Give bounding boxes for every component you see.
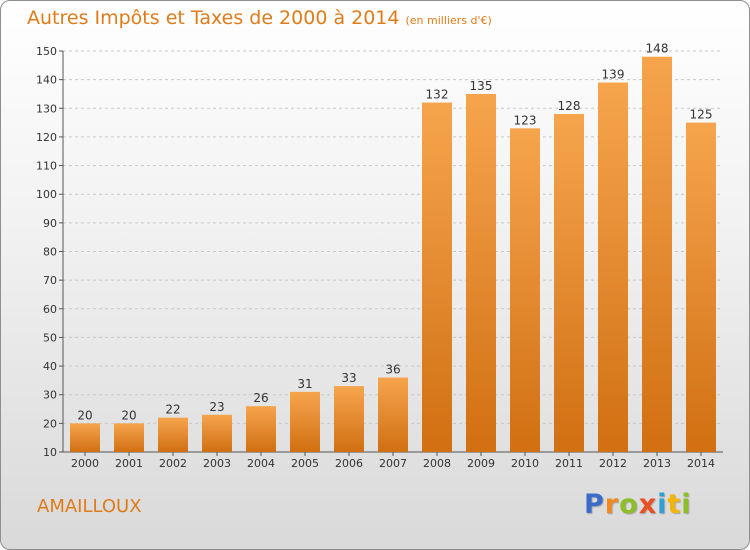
data-label-2012: 139 — [602, 68, 625, 82]
x-tick-label-2006: 2006 — [335, 457, 363, 470]
bar-2001 — [114, 423, 144, 452]
y-tick-label: 120 — [36, 131, 57, 144]
chart-subtitle: (en milliers d'€) — [405, 14, 492, 27]
y-tick-label: 30 — [43, 389, 57, 402]
bar-2014 — [686, 122, 716, 452]
bar-2013 — [642, 56, 672, 452]
logo-letter: i — [657, 489, 668, 520]
y-tick-label: 40 — [43, 360, 57, 373]
data-label-2003: 23 — [209, 400, 224, 414]
bar-2005 — [290, 391, 320, 452]
y-tick-label: 110 — [36, 160, 57, 173]
y-tick-label: 20 — [43, 417, 57, 430]
data-label-2013: 148 — [646, 42, 669, 56]
y-tick-label: 100 — [36, 188, 57, 201]
commune-name: AMAILLOUX — [37, 496, 142, 517]
y-tick-label: 80 — [43, 246, 57, 259]
logo-letter: o — [619, 489, 639, 520]
data-label-2007: 36 — [385, 363, 400, 377]
chart-title-text: Autres Impôts et Taxes de 2000 à 2014 — [27, 7, 400, 29]
data-label-2006: 33 — [341, 371, 356, 385]
proxiti-logo: Proxiti — [584, 489, 692, 520]
bar-2002 — [158, 417, 188, 452]
bar-2012 — [598, 82, 628, 452]
y-tick-label: 10 — [43, 446, 57, 459]
x-tick-labels: 2000 2001 2002 2003 2004 2005 2006 2007 2008 2009… — [71, 457, 715, 470]
chart-title: Autres Impôts et Taxes de 2000 à 2014 (en… — [27, 7, 492, 29]
data-label-2000: 20 — [77, 408, 92, 422]
logo-letter: r — [604, 489, 620, 520]
bar-2011 — [554, 114, 584, 452]
y-tick-label: 50 — [43, 331, 57, 344]
x-tick-label-2013: 2013 — [643, 457, 671, 470]
bar-2007 — [378, 377, 408, 452]
data-labels: 20 20 22 23 26 31 33 36 132 135 123 128 139 148 125 — [77, 42, 712, 423]
x-tick-label-2011: 2011 — [555, 457, 583, 470]
x-tick-label-2000: 2000 — [71, 457, 99, 470]
logo-letter: P — [584, 489, 605, 520]
x-tick-label-2009: 2009 — [467, 457, 495, 470]
x-tick-label-2004: 2004 — [247, 457, 275, 470]
bar-2003 — [202, 414, 232, 452]
x-tick-label-2005: 2005 — [291, 457, 319, 470]
bar-2004 — [246, 406, 276, 452]
x-tick-label-2007: 2007 — [379, 457, 407, 470]
x-tick-label-2012: 2012 — [599, 457, 627, 470]
bar-2008 — [422, 102, 452, 453]
data-label-2004: 26 — [253, 391, 268, 405]
data-label-2005: 31 — [297, 377, 312, 391]
y-tick-label: 90 — [43, 217, 57, 230]
data-label-2002: 22 — [165, 403, 180, 417]
bar-2009 — [466, 93, 496, 452]
data-label-2014: 125 — [690, 108, 713, 122]
data-label-2001: 20 — [121, 408, 136, 422]
logo-letter: x — [638, 489, 658, 520]
y-tick-labels: 10 20 30 40 50 60 70 80 90 100 110 120 130 140 150 — [36, 45, 57, 459]
x-tick-label-2001: 2001 — [115, 457, 143, 470]
bars — [70, 56, 716, 453]
y-tick-label: 60 — [43, 303, 57, 316]
x-tick-label-2002: 2002 — [159, 457, 187, 470]
data-label-2011: 128 — [558, 99, 581, 113]
y-tick-label: 130 — [36, 102, 57, 115]
bar-2006 — [334, 386, 364, 452]
y-tick-label: 140 — [36, 74, 57, 87]
bar-2010 — [510, 128, 540, 452]
x-tick-label-2008: 2008 — [423, 457, 451, 470]
data-label-2010: 123 — [514, 113, 537, 127]
logo-letter: t — [667, 489, 682, 520]
y-tick-label: 70 — [43, 274, 57, 287]
data-label-2009: 135 — [470, 79, 493, 93]
x-tick-label-2003: 2003 — [203, 457, 231, 470]
x-tick-label-2014: 2014 — [687, 457, 715, 470]
data-label-2008: 132 — [426, 88, 449, 102]
y-tick-label: 150 — [36, 45, 57, 58]
logo-letter: i — [681, 489, 692, 520]
bar-2000 — [70, 423, 100, 452]
x-tick-label-2010: 2010 — [511, 457, 539, 470]
